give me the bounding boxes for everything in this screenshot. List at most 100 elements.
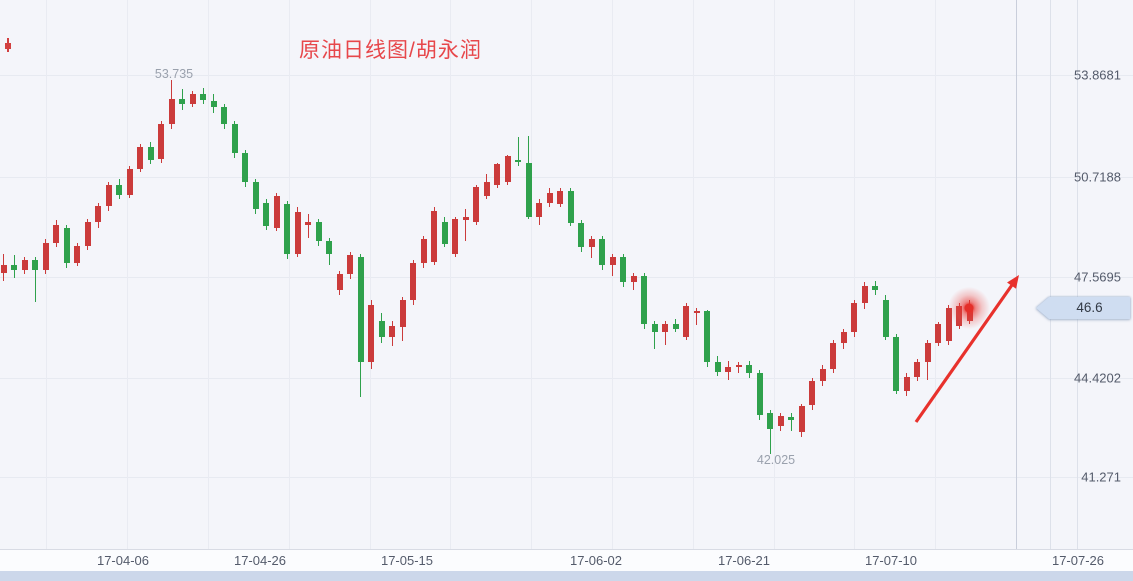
candle-wick [34, 256, 36, 302]
candle-wick [654, 320, 655, 350]
candle-up [389, 325, 395, 337]
candle-up [861, 285, 868, 304]
candle-up [137, 146, 143, 170]
plot-right-border [1016, 0, 1017, 570]
candle-up [410, 263, 416, 300]
candle-up [609, 256, 616, 265]
candle-down [788, 416, 794, 420]
vertical-gridline [450, 0, 451, 549]
candle-up [452, 218, 458, 254]
candle-up [189, 94, 196, 104]
candle-down [200, 94, 206, 101]
candle-down [63, 228, 70, 264]
candle-up [420, 239, 427, 264]
candle-down [263, 202, 269, 227]
horizontal-gridline [0, 378, 1133, 379]
candle-down [357, 256, 364, 363]
candle-up [935, 323, 941, 344]
vertical-gridline [289, 0, 290, 549]
candle-wick [307, 213, 309, 238]
candle-up [473, 186, 479, 222]
candle-down [242, 153, 248, 182]
horizontal-gridline [0, 477, 1133, 478]
candle-up [294, 212, 301, 254]
vertical-gridline [46, 0, 47, 549]
candle-up [777, 415, 784, 426]
candle-down [326, 240, 332, 254]
candle-up [557, 191, 563, 205]
candle-up [546, 193, 553, 203]
vertical-gridline [693, 0, 694, 549]
candle-up [347, 255, 353, 275]
candle-down [32, 260, 38, 270]
candle-down [746, 365, 752, 374]
candle-up [725, 367, 731, 372]
candle-up [819, 368, 826, 382]
candle-down [578, 223, 584, 248]
candle-up [273, 196, 280, 229]
candle-down [441, 221, 448, 245]
candle-up [588, 239, 595, 248]
horizontal-gridline [0, 277, 1133, 278]
chart-title: 原油日线图/胡永润 [299, 39, 482, 62]
candle-up [0, 264, 7, 273]
time-axis-label: 17-06-21 [717, 553, 771, 568]
candle-up [462, 217, 469, 221]
candle-down [641, 276, 647, 324]
candle-down [11, 264, 17, 270]
candle-wick [769, 410, 771, 454]
candle-up [158, 124, 164, 160]
stray-red-mark-body [5, 43, 11, 49]
last-price-value: 46.6 [1076, 300, 1103, 315]
candle-up [168, 98, 175, 125]
candle-up [336, 274, 343, 291]
candle-down [179, 98, 185, 104]
price-axis-label: 53.8681 [1074, 67, 1121, 83]
price-axis-label: 50.7188 [1074, 169, 1121, 185]
last-price-tag: 46.6 [1036, 297, 1130, 319]
candle-down [252, 181, 259, 209]
time-axis-label: 17-05-15 [380, 553, 434, 568]
candle-up [105, 185, 112, 206]
time-axis-label: 17-06-02 [569, 553, 623, 568]
horizontal-gridline [0, 177, 1133, 178]
candle-up [431, 210, 437, 262]
time-axis-label: 17-07-26 [1051, 553, 1105, 568]
candle-down [651, 323, 658, 332]
candle-up [851, 303, 857, 332]
candle-down [599, 239, 605, 265]
candle-up [840, 331, 847, 344]
candle-down [620, 256, 626, 283]
candle-up [830, 343, 836, 369]
candle-wick [790, 413, 792, 431]
candle-wick [696, 307, 697, 326]
candle-up [126, 169, 133, 195]
candle-down [872, 285, 878, 291]
candle-down [714, 362, 721, 372]
candle-down [284, 204, 290, 254]
vertical-gridline [774, 0, 775, 549]
candle-up [42, 242, 49, 270]
peak-price-annotation: 53.735 [154, 67, 194, 81]
candle-wick [738, 362, 739, 374]
margin-gridline [1077, 0, 1078, 549]
candle-down [672, 323, 679, 329]
candle-down [221, 106, 227, 125]
horizontal-scrollbar[interactable] [0, 571, 1133, 581]
candle-up [924, 343, 931, 363]
candle-down [567, 191, 574, 224]
candle-down [882, 300, 889, 337]
candle-down [116, 185, 122, 195]
candle-down [893, 336, 899, 391]
candle-up [662, 323, 668, 332]
price-axis-label: 41.271 [1081, 469, 1121, 485]
time-axis-label: 17-07-10 [864, 553, 918, 568]
vertical-gridline [127, 0, 128, 549]
candle-wick [664, 320, 666, 345]
candle-up [903, 376, 910, 391]
vertical-gridline [935, 0, 936, 549]
candle-down [515, 159, 521, 162]
candle-down [378, 320, 385, 337]
